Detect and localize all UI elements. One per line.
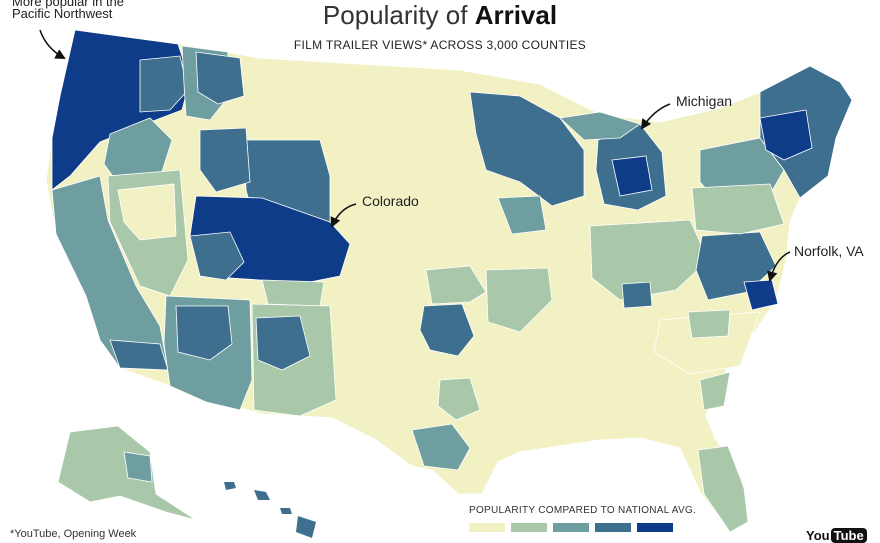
region-california-south <box>109 339 169 371</box>
youtube-logo-you: You <box>806 528 830 543</box>
region-norfolk <box>743 279 779 311</box>
legend-swatch-highest <box>637 523 673 532</box>
legend-swatch-high <box>595 523 631 532</box>
region-hawaii-3 <box>280 508 292 514</box>
region-oklahoma-patch <box>419 303 475 357</box>
region-washington-east <box>139 55 189 113</box>
region-michigan-core <box>611 155 653 197</box>
arrow-colorado <box>330 203 357 228</box>
region-montana-west <box>195 51 245 105</box>
region-hawaii-1 <box>224 482 236 490</box>
legend-title: POPULARITY COMPARED TO NATIONAL AVG. <box>469 505 697 516</box>
region-michigan-up <box>559 111 641 141</box>
region-hawaii-4 <box>296 516 316 538</box>
arrow-pnw <box>39 29 66 60</box>
map-title: Popularity of Arrival <box>0 0 880 30</box>
label-pnw-line1: More popular in the <box>12 0 125 9</box>
region-new-mexico-center <box>255 315 311 371</box>
label-michigan: Michigan <box>676 93 732 109</box>
youtube-logo: You Tube <box>806 528 867 543</box>
region-alaska-patch <box>123 451 153 483</box>
legend-swatch-lowest <box>469 523 505 532</box>
region-colorado-south <box>261 279 325 307</box>
region-vermont-nh <box>759 109 813 161</box>
legend <box>469 523 673 532</box>
region-carolinas <box>653 311 761 375</box>
title-prefix: Popularity of <box>322 0 468 30</box>
legend-swatch-low <box>511 523 547 532</box>
region-minnesota-wisconsin <box>469 91 585 207</box>
region-arizona-center <box>175 305 233 361</box>
region-hawaii-2 <box>254 490 270 500</box>
region-missouri-patch <box>485 267 553 333</box>
region-kansas-patch <box>425 265 487 305</box>
region-texas-north-patch <box>437 377 481 421</box>
map-subtitle: FILM TRAILER VIEWS* ACROSS 3,000 COUNTIE… <box>293 38 587 52</box>
legend-swatch-mid <box>553 523 589 532</box>
region-colorado-west <box>189 231 245 281</box>
arrow-norfolk <box>767 251 791 283</box>
region-nc-patch <box>687 309 731 339</box>
title-film: Arrival <box>474 0 558 30</box>
region-pennsylvania <box>691 183 785 235</box>
region-west-virginia-patch <box>621 281 653 309</box>
label-colorado: Colorado <box>362 193 419 209</box>
region-iowa-patch <box>497 195 547 235</box>
label-norfolk: Norfolk, VA <box>794 243 864 259</box>
arrow-michigan <box>640 103 671 130</box>
footnote: *YouTube, Opening Week <box>10 528 137 540</box>
youtube-logo-tube: Tube <box>830 528 867 543</box>
region-ohio-valley <box>589 219 709 301</box>
region-georgia-coast <box>699 371 731 411</box>
region-florida <box>697 445 749 533</box>
region-utah <box>117 183 177 241</box>
region-texas-patch <box>411 423 471 471</box>
region-idaho-south <box>199 127 251 193</box>
label-pnw-line2: Pacific Northwest <box>12 6 113 21</box>
